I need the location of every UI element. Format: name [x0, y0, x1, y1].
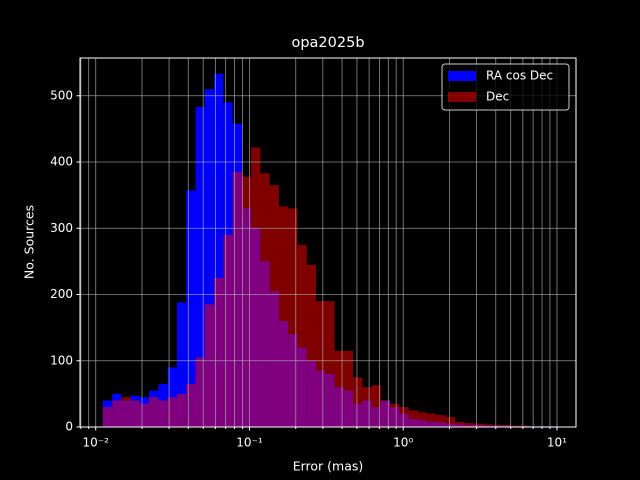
bar: [121, 397, 131, 427]
x-tick-label: 10⁰: [393, 436, 413, 450]
bar: [102, 407, 113, 427]
bar: [232, 171, 242, 427]
bar: [316, 301, 326, 427]
bar: [112, 400, 122, 427]
x-tick-label: 10⁻¹: [236, 436, 263, 450]
bar: [186, 190, 196, 427]
bar: [519, 425, 530, 427]
bar: [343, 350, 354, 427]
bar: [214, 277, 224, 427]
bar: [482, 424, 493, 427]
bar: [510, 425, 520, 427]
bar: [130, 400, 140, 427]
bar: [260, 173, 270, 427]
y-tick-label: 500: [50, 88, 73, 102]
legend-label: RA cos Dec: [486, 69, 553, 83]
bar: [149, 397, 159, 427]
bar: [492, 425, 502, 427]
bar: [362, 387, 372, 427]
bar: [371, 385, 381, 427]
bar: [306, 264, 317, 427]
bar: [288, 208, 298, 427]
bar: [214, 73, 224, 427]
bar: [353, 377, 363, 427]
legend-swatch: [448, 92, 476, 102]
bar: [176, 393, 187, 427]
bar: [186, 383, 196, 427]
bar: [223, 234, 233, 427]
bar: [427, 413, 437, 427]
y-tick-label: 0: [65, 420, 73, 434]
bar: [464, 423, 474, 427]
y-tick-label: 300: [50, 221, 73, 235]
bar: [334, 350, 344, 427]
bar: [436, 415, 446, 427]
bar: [325, 301, 335, 427]
bar: [501, 425, 511, 427]
bar: [278, 206, 289, 427]
bar: [158, 400, 168, 427]
bar: [473, 423, 483, 427]
y-tick-label: 200: [50, 287, 73, 301]
bar: [399, 407, 409, 427]
bar: [390, 403, 400, 427]
bar: [297, 244, 307, 427]
bar: [269, 185, 279, 427]
chart-title: opa2025b: [291, 35, 364, 51]
bar: [195, 107, 205, 427]
bar: [139, 403, 150, 427]
y-tick-label: 100: [50, 353, 73, 367]
bar: [204, 304, 215, 427]
x-tick-label: 10¹: [547, 436, 567, 450]
bar: [241, 176, 252, 427]
bar: [195, 357, 205, 427]
x-tick-label: 10⁻²: [83, 436, 110, 450]
bar: [445, 417, 456, 427]
bar: [380, 400, 391, 427]
bar: [176, 302, 187, 427]
bar: [251, 147, 261, 428]
bar: [167, 397, 177, 427]
y-axis-label: No. Sources: [22, 205, 37, 279]
bar: [204, 89, 215, 427]
bar: [418, 412, 428, 427]
bar: [455, 421, 465, 427]
legend-swatch: [448, 71, 476, 81]
legend-label: Dec: [486, 90, 509, 104]
plot-frame: [79, 57, 577, 428]
bar: [408, 410, 419, 427]
x-axis-label: Error (mas): [293, 459, 364, 474]
y-tick-label: 400: [50, 155, 73, 169]
